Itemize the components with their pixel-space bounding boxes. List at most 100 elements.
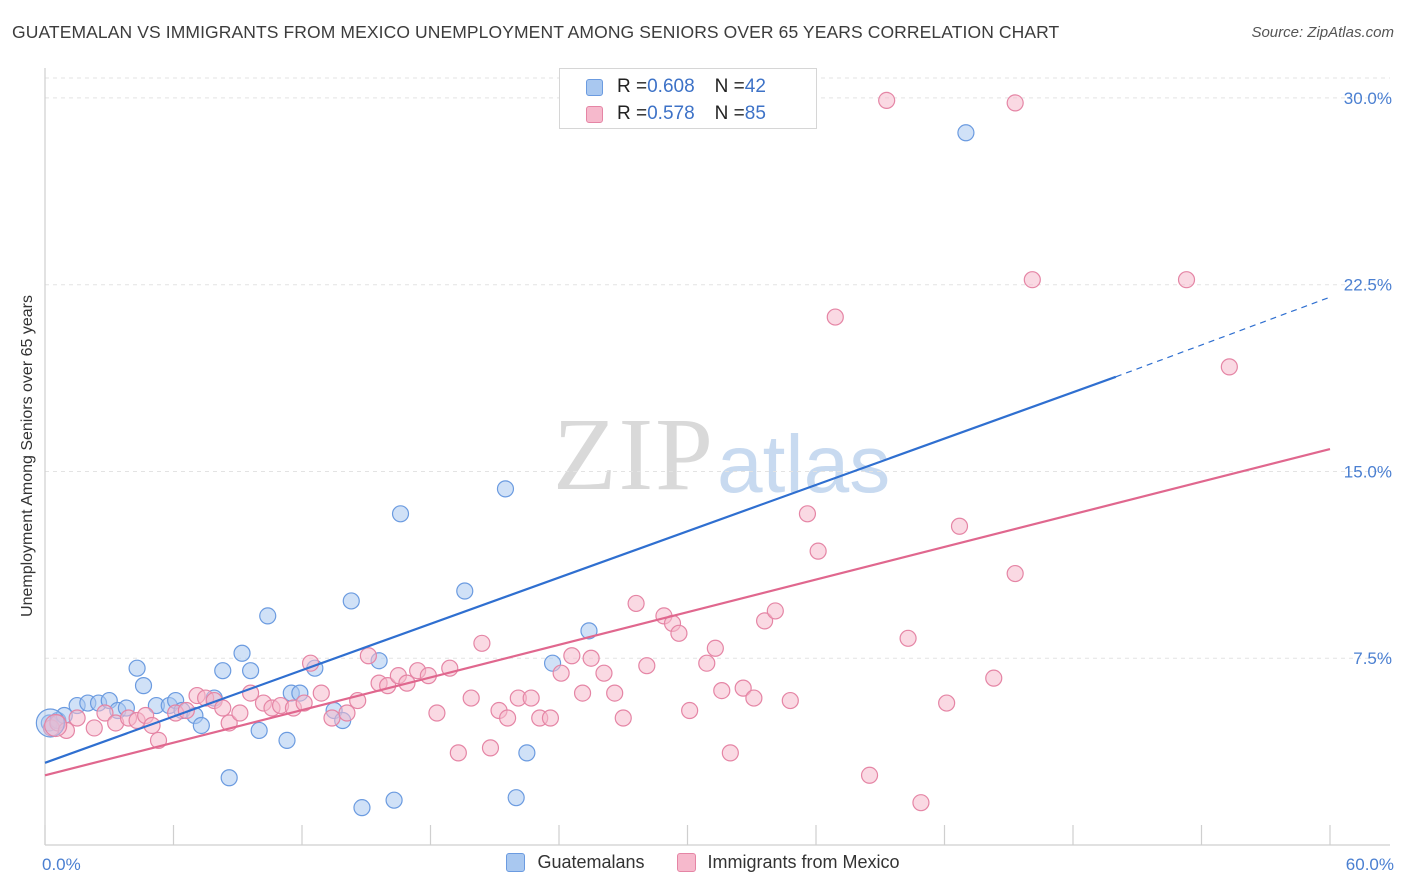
- guatemalan-point: [353, 799, 371, 817]
- correlation-legend: R = 0.608 N = 42 R = 0.578 N = 85: [559, 68, 817, 129]
- legend-row-guatemalans: R = 0.608 N = 42: [586, 74, 766, 100]
- mexico-point: [1006, 94, 1024, 112]
- guatemalan-trend-extension: [1115, 296, 1331, 378]
- mexico-point: [721, 744, 739, 762]
- y-tick-label: 7.5%: [1353, 649, 1392, 668]
- mexico-point: [878, 91, 896, 110]
- legend-n-value: 85: [744, 103, 766, 124]
- mexico-point: [582, 649, 600, 667]
- guatemalan-point: [580, 622, 598, 640]
- guatemalan-point: [507, 789, 525, 807]
- mexico-cluster-point: [44, 713, 68, 738]
- guatemalan-point: [957, 124, 975, 142]
- guatemalan-point: [214, 662, 232, 680]
- guatemalan-point: [518, 744, 536, 762]
- mexico-point: [912, 794, 930, 812]
- mexico-trend-line: [44, 447, 1331, 777]
- mexico-point: [713, 682, 731, 700]
- mexico-point: [552, 664, 570, 682]
- mexico-point: [481, 739, 500, 757]
- mexico-point: [96, 704, 114, 722]
- mexico-point: [231, 704, 249, 722]
- mexico-point: [323, 709, 341, 727]
- mexico-point: [312, 684, 330, 702]
- mexico-point: [85, 719, 103, 737]
- mexico-point: [68, 709, 86, 727]
- series-legend-guatemalans[interactable]: Guatemalans: [506, 852, 645, 873]
- series-legend: Guatemalans Immigrants from Mexico: [0, 852, 1406, 873]
- mexico-point: [950, 517, 969, 535]
- x-tick-label: 0.0%: [42, 855, 81, 874]
- mexico-point: [338, 704, 356, 722]
- mexico-point: [899, 629, 917, 647]
- series-swatch-guatemalans: [506, 853, 526, 872]
- mexico-point: [143, 716, 161, 735]
- chart-title: GUATEMALAN VS IMMIGRANTS FROM MEXICO UNE…: [12, 22, 1060, 42]
- mexico-point: [499, 709, 517, 727]
- guatemalan-point: [134, 677, 153, 695]
- watermark-zip: ZIP: [553, 397, 715, 512]
- mexico-point: [706, 639, 724, 657]
- mexico-point: [522, 689, 540, 707]
- y-tick-label: 30.0%: [1344, 89, 1392, 108]
- guatemalan-point: [385, 791, 403, 809]
- watermark-atlas: atlas: [717, 419, 891, 510]
- mexico-point: [681, 701, 699, 720]
- series-legend-mexico[interactable]: Immigrants from Mexico: [676, 852, 900, 873]
- mexico-point: [1177, 271, 1196, 289]
- mexico-point: [473, 634, 491, 652]
- mexico-point: [1006, 564, 1024, 583]
- mexico-point: [177, 701, 195, 720]
- mexico-point: [1220, 358, 1238, 376]
- guatemalan-point: [242, 662, 260, 680]
- mexico-point: [614, 709, 632, 727]
- guatemalan-cluster-point: [35, 708, 65, 738]
- guatemalan-point: [233, 644, 251, 662]
- series-label-mexico: Immigrants from Mexico: [707, 852, 900, 872]
- mexico-point: [573, 684, 592, 702]
- guatemalan-point: [220, 769, 238, 787]
- mexico-point: [745, 689, 763, 707]
- y-tick-label: 22.5%: [1344, 276, 1392, 295]
- source-credit: Source: ZipAtlas.com: [1251, 24, 1394, 41]
- legend-r-label: R =: [617, 76, 648, 97]
- mexico-point: [938, 694, 956, 712]
- mexico-point: [595, 664, 613, 682]
- mexico-point: [809, 542, 827, 560]
- legend-n-label: N =: [714, 76, 745, 97]
- legend-swatch-guatemalans: [586, 78, 603, 96]
- legend-r-value: 0.578: [647, 103, 695, 124]
- mexico-point: [698, 654, 716, 672]
- mexico-point: [359, 647, 377, 665]
- y-tick-label: 15.0%: [1344, 462, 1392, 481]
- mexico-point: [670, 624, 688, 642]
- mexico-point: [734, 679, 752, 697]
- mexico-point: [755, 612, 774, 630]
- mexico-point: [295, 694, 313, 712]
- legend-r-label: R =: [617, 103, 648, 124]
- guatemalan-point: [496, 480, 515, 498]
- guatemalan-point: [128, 659, 146, 677]
- mexico-point: [826, 308, 844, 326]
- mexico-point: [563, 647, 581, 665]
- mexico-point: [449, 744, 467, 762]
- mexico-point: [541, 709, 560, 727]
- series-label-guatemalans: Guatemalans: [537, 852, 645, 872]
- mexico-point: [766, 602, 784, 620]
- guatemalan-trend-line: [44, 375, 1117, 764]
- legend-n-value: 42: [744, 76, 766, 97]
- mexico-point: [462, 689, 480, 707]
- mexico-point: [860, 766, 879, 784]
- mexico-point: [428, 704, 446, 722]
- guatemalan-point: [250, 721, 268, 740]
- mexico-point: [1023, 271, 1041, 289]
- legend-n-label: N =: [714, 103, 745, 124]
- x-tick-label: 60.0%: [1346, 855, 1394, 874]
- legend-swatch-mexico: [586, 105, 603, 123]
- guatemalan-point: [278, 731, 296, 750]
- guatemalan-point: [342, 592, 360, 610]
- series-swatch-mexico: [676, 853, 696, 872]
- mexico-point: [781, 691, 799, 710]
